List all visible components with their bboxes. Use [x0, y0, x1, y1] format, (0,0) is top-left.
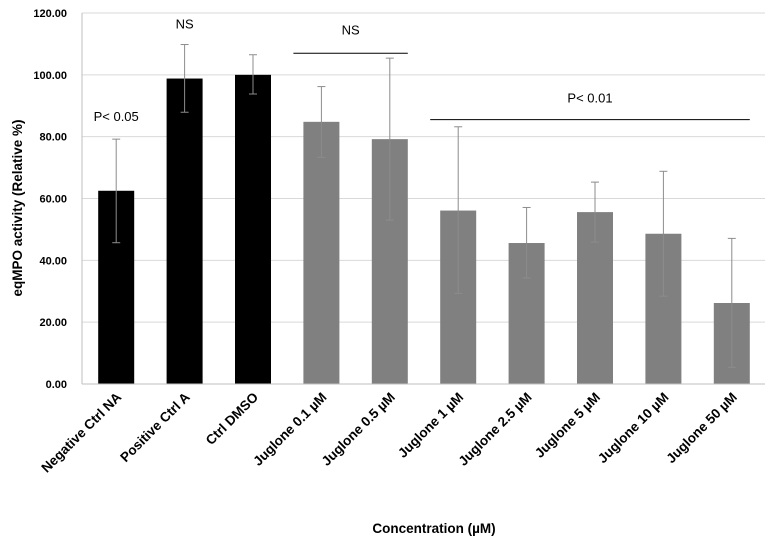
- bar: [166, 78, 203, 384]
- y-tick-label: 120.00: [33, 8, 67, 20]
- y-tick-label: 100.00: [33, 70, 67, 82]
- axes: [81, 13, 765, 385]
- y-tick-label: 60.00: [39, 194, 67, 206]
- x-tick-label: Juglone 5 µM: [532, 390, 603, 461]
- x-tick-label: Juglone 0.1 µM: [250, 390, 329, 469]
- bar: [303, 121, 340, 385]
- x-tick-label: Positive Ctrl A: [117, 389, 193, 465]
- y-tick-label: 40.00: [39, 255, 67, 267]
- significance-label: P< 0.05: [94, 109, 139, 124]
- bar: [235, 74, 271, 384]
- y-tick-label: 0.00: [46, 379, 67, 391]
- annotations: P< 0.05 NS NS P< 0.01: [94, 16, 750, 124]
- error-bars: [112, 44, 736, 368]
- x-tick-label: Negative Ctrl NA: [38, 389, 124, 475]
- x-tick-label: Ctrl DMSO: [203, 390, 261, 448]
- x-tick-label: Juglone 10 µM: [595, 390, 672, 467]
- y-tick-label: 20.00: [39, 317, 67, 329]
- x-tick-label: Juglone 1 µM: [395, 390, 466, 461]
- significance-label: NS: [176, 16, 194, 31]
- x-axis-title: Concentration (µM): [372, 521, 495, 536]
- significance-label: NS: [342, 23, 360, 38]
- x-tick-label: Juglone 0.5 µM: [319, 390, 398, 469]
- significance-label: P< 0.01: [567, 91, 612, 106]
- y-axis-title: eqMPO activity (Relative %): [10, 119, 25, 296]
- y-tick-label: 80.00: [39, 132, 67, 144]
- bars: [98, 74, 750, 385]
- x-tick-label: Juglone 50 µM: [663, 390, 740, 467]
- x-tick-label: Juglone 2.5 µM: [455, 390, 534, 469]
- y-tick-labels: 0.00 20.00 40.00 60.00 80.00 100.00 120.00: [33, 8, 67, 391]
